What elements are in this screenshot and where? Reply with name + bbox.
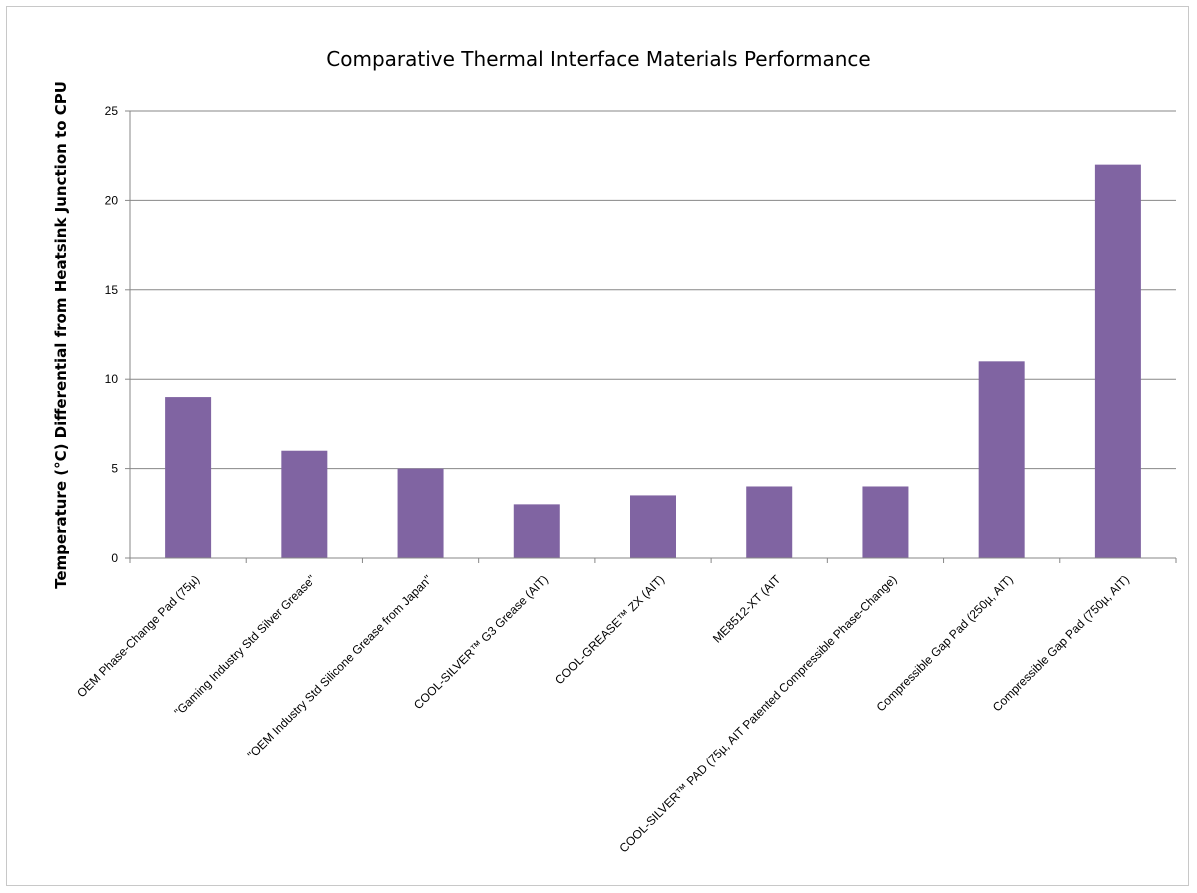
bar xyxy=(746,486,793,558)
y-tick-label: 10 xyxy=(105,372,119,386)
y-tick-label: 20 xyxy=(105,193,119,207)
x-tick-label: COOL-SILVER™ PAD (75µ, AIT Patented Comp… xyxy=(616,572,899,855)
bar xyxy=(630,495,676,558)
bar xyxy=(978,361,1025,558)
bar xyxy=(513,504,560,558)
x-tick-label: COOL-SILVER™ G3 Grease (AIT) xyxy=(411,572,551,712)
x-tick-label: Compressible Gap Pad (750µ, AIT) xyxy=(990,572,1132,714)
y-tick-label: 25 xyxy=(105,104,119,118)
bar xyxy=(397,468,444,558)
bar xyxy=(862,486,909,558)
x-tick-label: OEM Phase-Change Pad (75µ) xyxy=(74,572,202,700)
bar xyxy=(281,450,328,558)
x-tick-label: ME8512-XT (AIT xyxy=(710,572,784,646)
x-tick-label: Compressible Gap Pad (250µ, AIT) xyxy=(874,572,1016,714)
chart-title: Comparative Thermal Interface Materials … xyxy=(326,47,871,71)
bar xyxy=(1094,164,1141,558)
x-tick-label: "Gaming Industry Std Silver Grease" xyxy=(171,572,318,719)
y-tick-label: 15 xyxy=(105,283,119,297)
y-tick-label: 5 xyxy=(111,462,118,476)
bar xyxy=(165,397,212,558)
y-tick-label: 0 xyxy=(111,551,118,565)
y-axis-label: Temperature (°C) Differential from Heats… xyxy=(52,81,70,589)
x-tick-label: COOL-GREASE™ ZX (AIT) xyxy=(552,572,667,687)
x-tick-label: "OEM Industry Std Silicone Grease from J… xyxy=(245,572,435,762)
